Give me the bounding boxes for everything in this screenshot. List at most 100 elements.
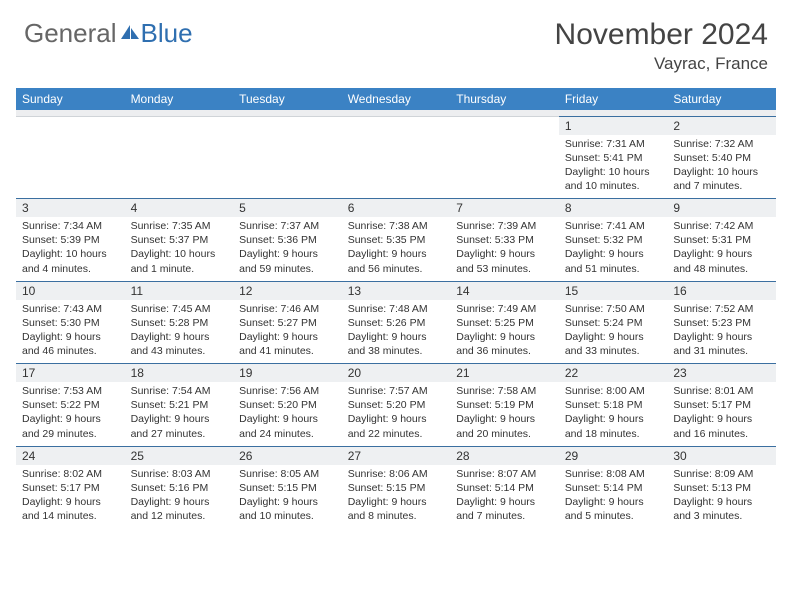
day-number-cell: 29 (559, 446, 668, 465)
daylight-text: Daylight: 9 hours (22, 495, 119, 509)
sunrise-text: Sunrise: 7:35 AM (131, 219, 228, 233)
day-content-cell: Sunrise: 7:56 AMSunset: 5:20 PMDaylight:… (233, 382, 342, 446)
sunset-text: Sunset: 5:15 PM (239, 481, 336, 495)
day-number: 18 (131, 366, 144, 380)
day-number-cell: 2 (667, 116, 776, 135)
sunrise-text: Sunrise: 7:34 AM (22, 219, 119, 233)
day-number-row: 17181920212223 (16, 364, 776, 383)
day-number-cell: 16 (667, 281, 776, 300)
day-number-cell: 20 (342, 364, 451, 383)
day-number-cell: 7 (450, 199, 559, 218)
daylight-text: Daylight: 9 hours (131, 330, 228, 344)
sunrise-text: Sunrise: 7:38 AM (348, 219, 445, 233)
sunrise-text: Sunrise: 7:39 AM (456, 219, 553, 233)
day-number: 28 (456, 449, 469, 463)
day-number-cell: 12 (233, 281, 342, 300)
day-number: 10 (22, 284, 35, 298)
daylight-text: and 8 minutes. (348, 509, 445, 523)
day-content-cell: Sunrise: 7:46 AMSunset: 5:27 PMDaylight:… (233, 300, 342, 364)
daylight-text: Daylight: 9 hours (239, 330, 336, 344)
header: General Blue November 2024 Vayrac, Franc… (0, 0, 792, 82)
daylight-text: and 41 minutes. (239, 344, 336, 358)
day-number: 4 (131, 201, 138, 215)
daylight-text: and 7 minutes. (456, 509, 553, 523)
day-number: 21 (456, 366, 469, 380)
daylight-text: and 53 minutes. (456, 262, 553, 276)
daylight-text: and 38 minutes. (348, 344, 445, 358)
sunrise-text: Sunrise: 8:02 AM (22, 467, 119, 481)
day-content-row: Sunrise: 7:31 AMSunset: 5:41 PMDaylight:… (16, 135, 776, 199)
daylight-text: Daylight: 9 hours (565, 330, 662, 344)
sunrise-text: Sunrise: 8:05 AM (239, 467, 336, 481)
day-content-cell (16, 135, 125, 199)
day-content-cell: Sunrise: 8:08 AMSunset: 5:14 PMDaylight:… (559, 465, 668, 529)
day-number: 23 (673, 366, 686, 380)
day-number-cell: 8 (559, 199, 668, 218)
day-content-cell: Sunrise: 8:07 AMSunset: 5:14 PMDaylight:… (450, 465, 559, 529)
daylight-text: Daylight: 9 hours (565, 412, 662, 426)
day-number: 29 (565, 449, 578, 463)
day-content-cell: Sunrise: 7:54 AMSunset: 5:21 PMDaylight:… (125, 382, 234, 446)
daylight-text: Daylight: 9 hours (565, 247, 662, 261)
daylight-text: Daylight: 9 hours (348, 412, 445, 426)
sunset-text: Sunset: 5:18 PM (565, 398, 662, 412)
sunset-text: Sunset: 5:15 PM (348, 481, 445, 495)
day-number-cell: 14 (450, 281, 559, 300)
day-content-cell: Sunrise: 7:41 AMSunset: 5:32 PMDaylight:… (559, 217, 668, 281)
day-content-cell: Sunrise: 7:31 AMSunset: 5:41 PMDaylight:… (559, 135, 668, 199)
day-number: 26 (239, 449, 252, 463)
day-number-row: 12 (16, 116, 776, 135)
daylight-text: Daylight: 9 hours (131, 495, 228, 509)
daylight-text: Daylight: 9 hours (673, 330, 770, 344)
daylight-text: Daylight: 9 hours (673, 495, 770, 509)
sunset-text: Sunset: 5:22 PM (22, 398, 119, 412)
sunrise-text: Sunrise: 8:01 AM (673, 384, 770, 398)
day-number-cell: 25 (125, 446, 234, 465)
sunset-text: Sunset: 5:14 PM (565, 481, 662, 495)
day-content-cell: Sunrise: 8:03 AMSunset: 5:16 PMDaylight:… (125, 465, 234, 529)
daylight-text: and 14 minutes. (22, 509, 119, 523)
daylight-text: and 10 minutes. (565, 179, 662, 193)
sunset-text: Sunset: 5:20 PM (348, 398, 445, 412)
sunrise-text: Sunrise: 7:52 AM (673, 302, 770, 316)
day-content-cell: Sunrise: 7:57 AMSunset: 5:20 PMDaylight:… (342, 382, 451, 446)
daylight-text: and 5 minutes. (565, 509, 662, 523)
month-title: November 2024 (555, 18, 768, 52)
sunrise-text: Sunrise: 7:31 AM (565, 137, 662, 151)
sunset-text: Sunset: 5:24 PM (565, 316, 662, 330)
weekday-header: Saturday (667, 88, 776, 110)
daylight-text: Daylight: 9 hours (456, 495, 553, 509)
sunrise-text: Sunrise: 8:03 AM (131, 467, 228, 481)
day-content-cell: Sunrise: 7:49 AMSunset: 5:25 PMDaylight:… (450, 300, 559, 364)
daylight-text: Daylight: 9 hours (348, 330, 445, 344)
daylight-text: Daylight: 9 hours (456, 247, 553, 261)
day-number-cell (16, 116, 125, 135)
sunrise-text: Sunrise: 8:08 AM (565, 467, 662, 481)
day-number: 6 (348, 201, 355, 215)
day-number-cell: 17 (16, 364, 125, 383)
day-number-row: 3456789 (16, 199, 776, 218)
day-content-cell (125, 135, 234, 199)
daylight-text: Daylight: 9 hours (348, 247, 445, 261)
day-number-cell: 28 (450, 446, 559, 465)
sunset-text: Sunset: 5:31 PM (673, 233, 770, 247)
day-number: 24 (22, 449, 35, 463)
weekday-header-row: Sunday Monday Tuesday Wednesday Thursday… (16, 88, 776, 110)
day-number-cell: 23 (667, 364, 776, 383)
weekday-header: Sunday (16, 88, 125, 110)
sunrise-text: Sunrise: 8:00 AM (565, 384, 662, 398)
day-content-cell: Sunrise: 8:05 AMSunset: 5:15 PMDaylight:… (233, 465, 342, 529)
day-number-cell (450, 116, 559, 135)
sunset-text: Sunset: 5:26 PM (348, 316, 445, 330)
sunrise-text: Sunrise: 7:57 AM (348, 384, 445, 398)
daylight-text: and 20 minutes. (456, 427, 553, 441)
daylight-text: and 18 minutes. (565, 427, 662, 441)
sunrise-text: Sunrise: 7:32 AM (673, 137, 770, 151)
weekday-header: Friday (559, 88, 668, 110)
day-number: 7 (456, 201, 463, 215)
day-number: 17 (22, 366, 35, 380)
daylight-text: Daylight: 9 hours (456, 412, 553, 426)
daylight-text: and 56 minutes. (348, 262, 445, 276)
daylight-text: Daylight: 9 hours (565, 495, 662, 509)
sunset-text: Sunset: 5:32 PM (565, 233, 662, 247)
